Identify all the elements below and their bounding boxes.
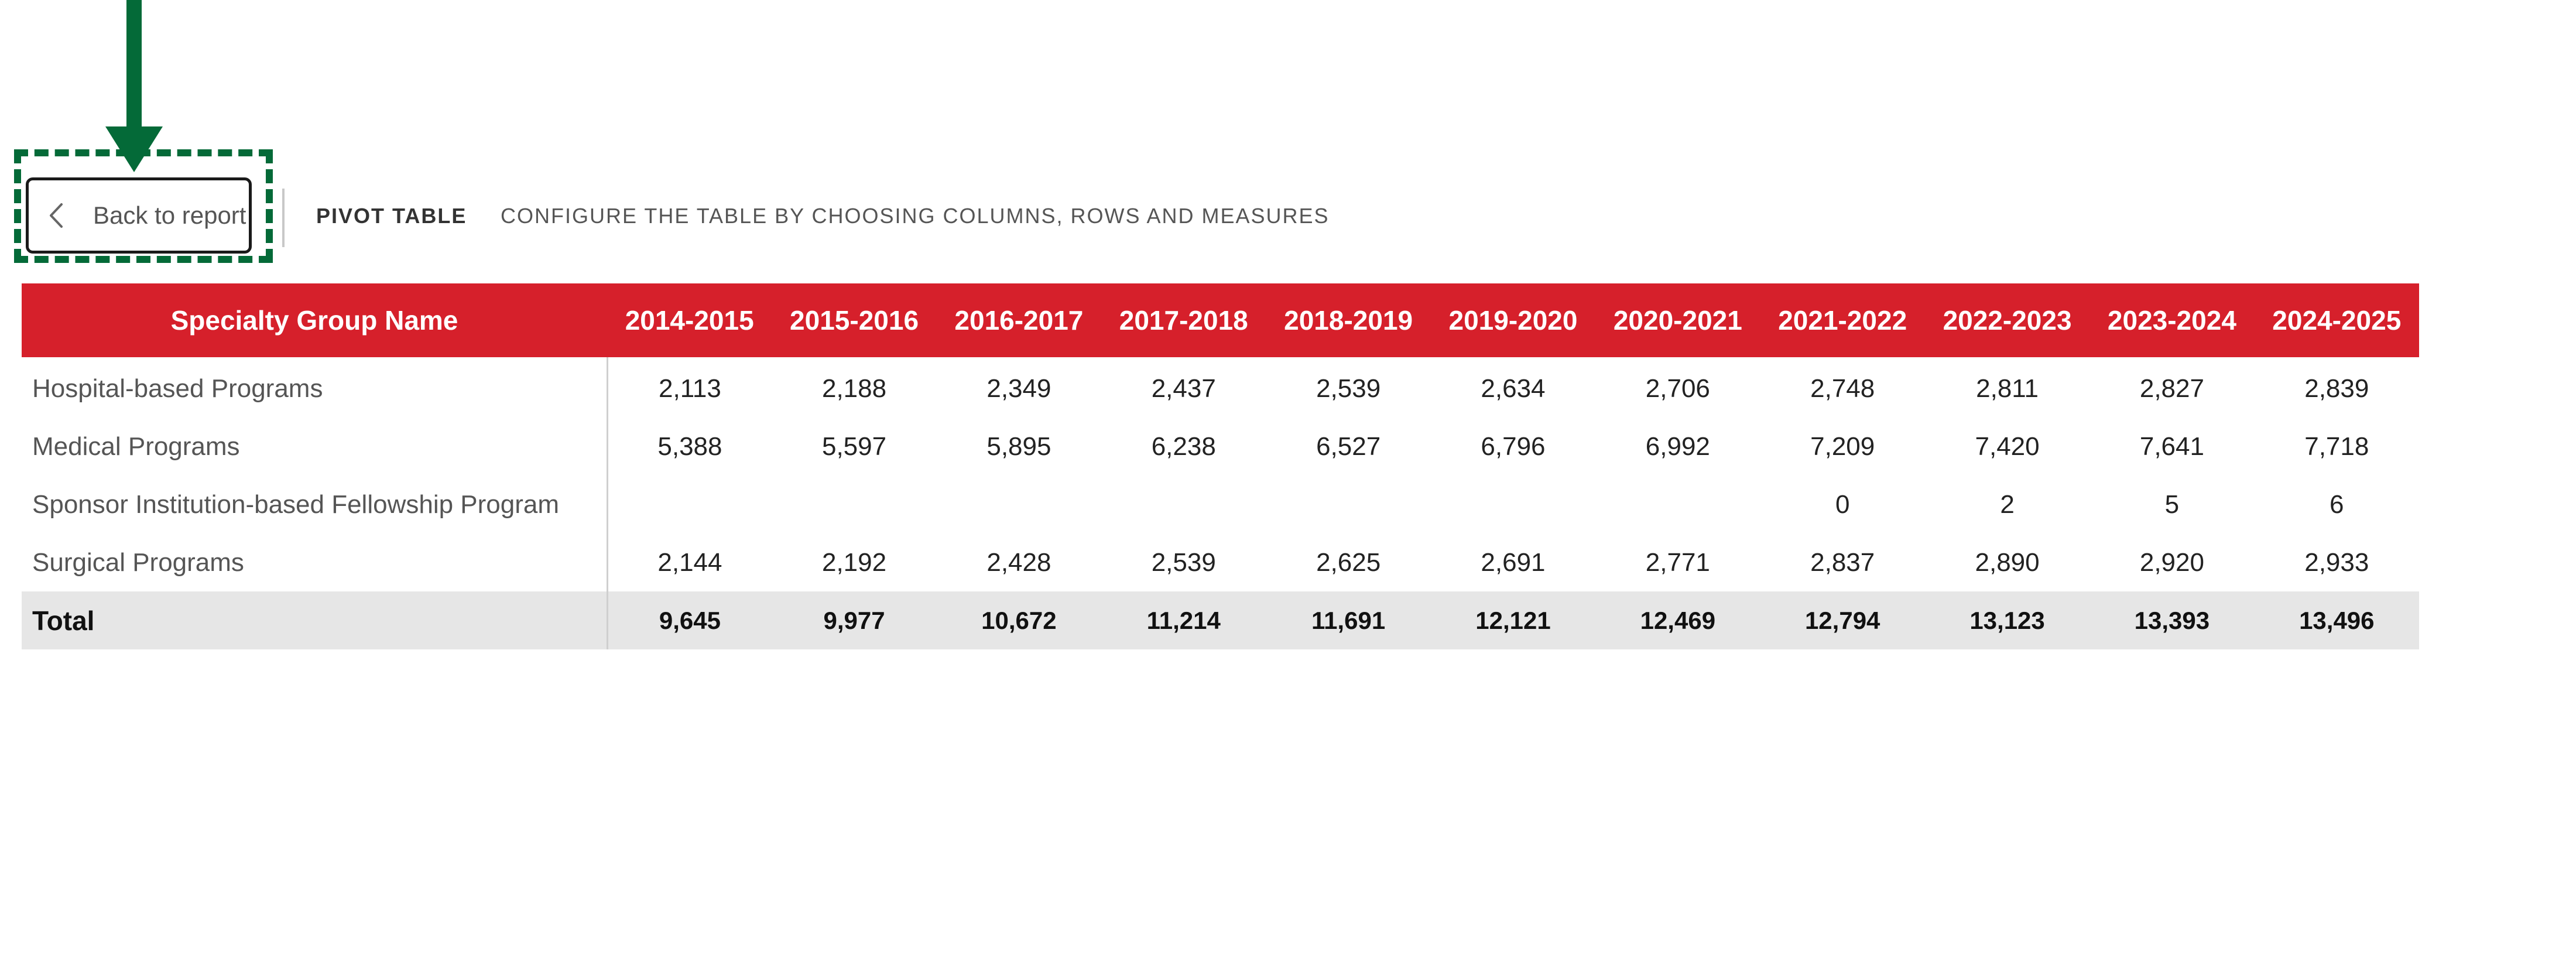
row-label: Hospital-based Programs <box>22 357 608 418</box>
table-cell: 2,437 <box>1151 374 1216 403</box>
page-subtitle: CONFIGURE THE TABLE BY CHOOSING COLUMNS,… <box>501 204 1330 228</box>
table-cell: 6,992 <box>1645 432 1710 461</box>
table-cell: 2,706 <box>1645 374 1710 403</box>
annotation-highlight-box <box>14 149 273 263</box>
total-cell: 12,121 <box>1430 591 1596 649</box>
table-cell: 2,827 <box>2139 374 2204 403</box>
chevron-left-icon <box>43 202 70 229</box>
table-cell <box>1431 475 1595 533</box>
total-label: Total <box>22 591 608 649</box>
table-cell: 2,748 <box>1810 374 1875 403</box>
page-title: PIVOT TABLE <box>316 204 467 228</box>
table-row: Hospital-based Programs 2,113 2,188 2,34… <box>22 357 2419 418</box>
total-cell: 11,691 <box>1266 591 1431 649</box>
table-cell: 7,209 <box>1810 432 1875 461</box>
table-cell: 2,920 <box>2139 548 2204 577</box>
table-cell: 5,597 <box>821 432 887 461</box>
column-header-year[interactable]: 2022-2023 <box>1924 283 2090 357</box>
table-cell <box>1101 475 1266 533</box>
table-cell: 2,625 <box>1316 548 1381 577</box>
table-cell: 5,895 <box>986 432 1051 461</box>
column-header-specialty[interactable]: Specialty Group Name <box>22 283 607 357</box>
column-header-year[interactable]: 2019-2020 <box>1430 283 1596 357</box>
table-row: Sponsor Institution-based Fellowship Pro… <box>22 475 2419 533</box>
table-cell: 2,144 <box>657 548 722 577</box>
table-cell: 2,890 <box>1975 548 2040 577</box>
table-cell: 2 <box>2000 490 2015 519</box>
table-cell: 2,192 <box>821 548 887 577</box>
total-cell: 10,672 <box>936 591 1102 649</box>
table-cell: 2,933 <box>2304 548 2369 577</box>
row-label: Surgical Programs <box>22 533 608 591</box>
table-cell: 2,349 <box>986 374 1051 403</box>
row-label: Sponsor Institution-based Fellowship Pro… <box>22 475 608 533</box>
table-cell: 2,771 <box>1645 548 1710 577</box>
total-cell: 13,393 <box>2089 591 2255 649</box>
table-cell <box>607 475 772 533</box>
table-cell: 5,388 <box>657 432 722 461</box>
table-cell: 7,718 <box>2304 432 2369 461</box>
column-header-year[interactable]: 2024-2025 <box>2254 283 2419 357</box>
column-header-year[interactable]: 2016-2017 <box>936 283 1102 357</box>
column-header-year[interactable]: 2014-2015 <box>607 283 772 357</box>
table-cell: 2,539 <box>1151 548 1216 577</box>
table-cell: 2,634 <box>1481 374 1546 403</box>
total-cell: 9,645 <box>607 591 772 649</box>
table-cell <box>1266 475 1430 533</box>
column-header-year[interactable]: 2023-2024 <box>2089 283 2255 357</box>
table-cell: 0 <box>1835 490 1850 519</box>
total-cell: 13,123 <box>1924 591 2090 649</box>
annotation-arrow-shaft <box>126 0 142 129</box>
table-cell: 2,837 <box>1810 548 1875 577</box>
column-header-year[interactable]: 2021-2022 <box>1760 283 1925 357</box>
table-cell: 2,188 <box>821 374 887 403</box>
total-cell: 13,496 <box>2254 591 2419 649</box>
table-cell: 2,428 <box>986 548 1051 577</box>
table-cell <box>937 475 1101 533</box>
total-cell: 9,977 <box>772 591 937 649</box>
table-cell: 7,641 <box>2139 432 2204 461</box>
table-cell <box>1595 475 1760 533</box>
total-cell: 12,469 <box>1595 591 1760 649</box>
table-cell <box>772 475 936 533</box>
table-cell: 2,839 <box>2304 374 2369 403</box>
table-cell: 2,539 <box>1316 374 1381 403</box>
column-header-year[interactable]: 2015-2016 <box>772 283 937 357</box>
table-cell: 6,796 <box>1481 432 1546 461</box>
table-cell: 2,691 <box>1481 548 1546 577</box>
total-cell: 12,794 <box>1760 591 1925 649</box>
total-cell: 11,214 <box>1101 591 1266 649</box>
header-divider <box>282 189 285 247</box>
table-cell: 6,238 <box>1151 432 1216 461</box>
pivot-table: Specialty Group Name 2014-2015 2015-2016… <box>22 283 2419 649</box>
table-header-row: Specialty Group Name 2014-2015 2015-2016… <box>22 283 2419 357</box>
table-cell: 2,113 <box>659 374 721 403</box>
table-cell: 6,527 <box>1316 432 1381 461</box>
column-header-year[interactable]: 2018-2019 <box>1266 283 1431 357</box>
column-header-year[interactable]: 2020-2021 <box>1595 283 1760 357</box>
row-label: Medical Programs <box>22 418 608 475</box>
table-cell: 5 <box>2164 490 2180 519</box>
back-to-report-button[interactable]: Back to report <box>26 177 252 254</box>
table-cell: 7,420 <box>1975 432 2040 461</box>
back-to-report-label: Back to report <box>93 201 246 229</box>
total-row: Total 9,645 9,977 10,672 11,214 11,691 1… <box>22 591 2419 649</box>
table-cell: 2,811 <box>1976 374 2039 403</box>
table-row: Medical Programs 5,388 5,597 5,895 6,238… <box>22 418 2419 475</box>
table-cell: 6 <box>2330 490 2344 519</box>
column-header-year[interactable]: 2017-2018 <box>1101 283 1266 357</box>
table-row: Surgical Programs 2,144 2,192 2,428 2,53… <box>22 533 2419 591</box>
